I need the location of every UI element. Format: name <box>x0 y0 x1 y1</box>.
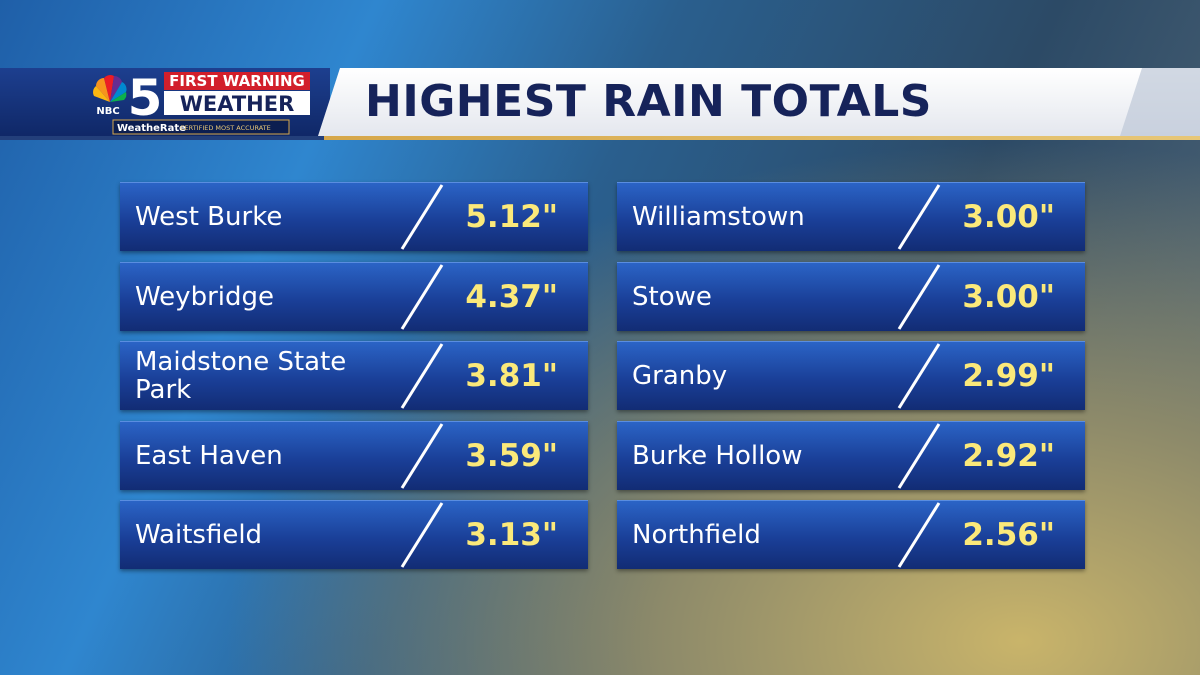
location-name: Williamstown <box>632 202 805 232</box>
logo: NBC 5 FIRST WARNING WEATHER WeatheRate C… <box>93 69 310 135</box>
rain-total-row: Burke Hollow 2.92" <box>617 421 1085 490</box>
channel: 5 <box>128 69 163 127</box>
rain-amount: 3.59" <box>465 438 558 474</box>
title-bar <box>318 68 1200 136</box>
rain-total-row: Maidstone State Park 3.81" <box>120 341 588 410</box>
rain-amount: 4.37" <box>465 279 558 315</box>
rain-amount: 2.56" <box>962 517 1055 553</box>
location-name: Northfield <box>632 520 761 550</box>
rain-amount: 3.13" <box>465 517 558 553</box>
brand-bottom: WEATHER <box>180 92 295 116</box>
rain-total-row: West Burke 5.12" <box>120 182 588 251</box>
tag-text: CERTIFIED MOST ACCURATE <box>180 124 271 132</box>
rain-total-row: Waitsfield 3.13" <box>120 500 588 569</box>
rain-amount: 2.99" <box>962 358 1055 394</box>
logo-panel: NBC 5 FIRST WARNING WEATHER WeatheRate C… <box>0 68 330 138</box>
rain-total-row: East Haven 3.59" <box>120 421 588 490</box>
location-name: West Burke <box>135 202 283 232</box>
rain-amount: 2.92" <box>962 438 1055 474</box>
rain-total-row: Williamstown 3.00" <box>617 182 1085 251</box>
brand-top: FIRST WARNING <box>169 72 305 90</box>
rain-amount: 3.00" <box>962 279 1055 315</box>
location-name: Stowe <box>632 282 712 312</box>
location-name: Burke Hollow <box>632 441 803 471</box>
tag-name: WeatheRate <box>117 123 186 134</box>
location-name: Maidstone State Park <box>135 347 347 405</box>
location-name: Waitsfield <box>135 520 263 550</box>
rain-total-row: Weybridge 4.37" <box>120 262 588 331</box>
rain-total-row: Northfield 2.56" <box>617 500 1085 569</box>
header-rule <box>0 136 1200 140</box>
rain-total-row: Stowe 3.00" <box>617 262 1085 331</box>
location-name: East Haven <box>135 441 283 471</box>
location-name: Granby <box>632 361 728 391</box>
location-name: Weybridge <box>135 282 274 312</box>
network: NBC <box>96 106 119 117</box>
title: HIGHEST RAIN TOTALS <box>365 76 932 127</box>
rain-amount: 3.00" <box>962 199 1055 235</box>
rain-amount: 5.12" <box>465 199 558 235</box>
rain-amount: 3.81" <box>465 358 558 394</box>
rain-total-row: Granby 2.99" <box>617 341 1085 410</box>
